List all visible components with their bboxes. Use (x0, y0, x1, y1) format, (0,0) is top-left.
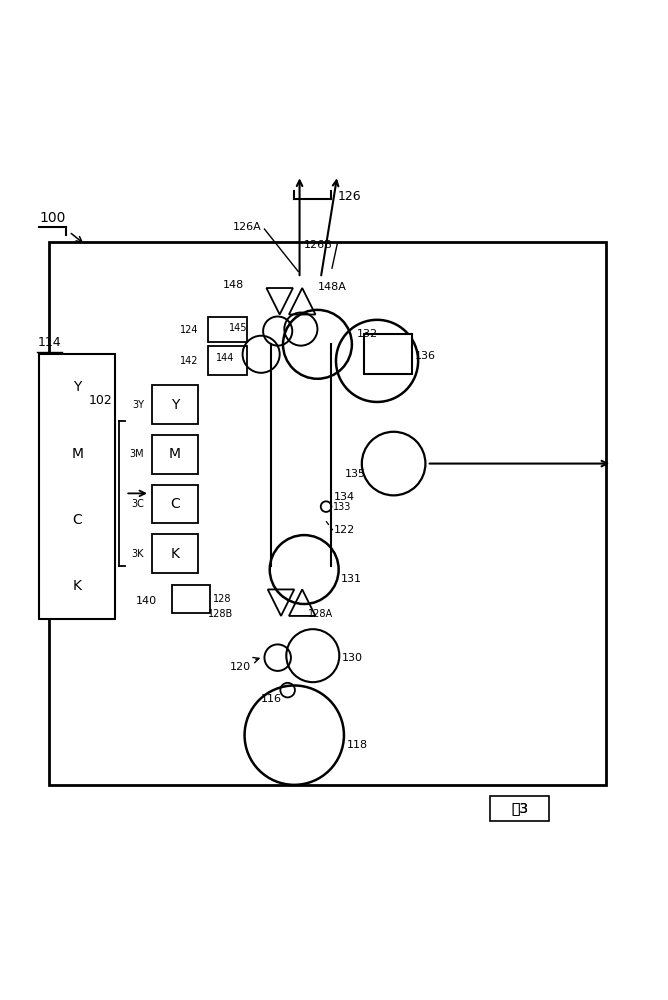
Bar (39, 354, 116, 619)
Text: 3K: 3K (132, 549, 144, 559)
Text: Y: Y (171, 398, 179, 412)
Text: M: M (169, 447, 181, 461)
Text: 114: 114 (37, 336, 61, 349)
Text: 136: 136 (415, 351, 436, 361)
Text: 3M: 3M (129, 449, 144, 459)
Text: 102: 102 (88, 394, 112, 407)
Text: 100: 100 (39, 211, 65, 225)
Text: 145: 145 (229, 323, 248, 333)
Text: K: K (73, 579, 81, 593)
Text: 140: 140 (136, 596, 157, 606)
Text: 128: 128 (213, 594, 231, 604)
Text: C: C (72, 513, 82, 527)
Text: 124: 124 (180, 325, 198, 335)
Text: M: M (71, 447, 84, 461)
Text: 3C: 3C (131, 499, 144, 509)
Text: 3Y: 3Y (132, 400, 144, 410)
Text: 図3: 図3 (511, 801, 528, 815)
Text: K: K (170, 547, 180, 561)
Bar (364, 334, 411, 374)
Bar (208, 346, 246, 375)
Text: Y: Y (73, 380, 81, 394)
Text: 148A: 148A (317, 282, 346, 292)
Text: 135: 135 (345, 469, 366, 479)
Bar (49, 242, 606, 785)
Text: 132: 132 (357, 329, 378, 339)
Bar (172, 585, 210, 613)
Text: 130: 130 (342, 653, 363, 663)
Bar (152, 385, 198, 424)
Text: 図3: 図3 (511, 801, 528, 815)
Bar (208, 317, 246, 342)
Text: 133: 133 (333, 502, 351, 512)
Text: 118: 118 (347, 740, 368, 750)
Text: 131: 131 (341, 574, 361, 584)
Bar (152, 485, 198, 523)
Bar (490, 796, 549, 821)
Text: 126B: 126B (304, 240, 333, 250)
Text: 128A: 128A (307, 609, 333, 619)
Text: 148: 148 (223, 280, 244, 290)
Text: 128B: 128B (208, 609, 233, 619)
Text: 120: 120 (230, 662, 251, 672)
Text: 126A: 126A (232, 222, 261, 232)
Text: 122: 122 (334, 525, 355, 535)
Text: 116: 116 (261, 694, 282, 704)
Text: 126: 126 (337, 190, 361, 203)
Bar (152, 435, 198, 474)
Text: 142: 142 (180, 356, 198, 366)
Bar (152, 534, 198, 573)
Text: 144: 144 (216, 353, 234, 363)
Text: 134: 134 (334, 492, 355, 502)
Text: C: C (170, 497, 180, 511)
